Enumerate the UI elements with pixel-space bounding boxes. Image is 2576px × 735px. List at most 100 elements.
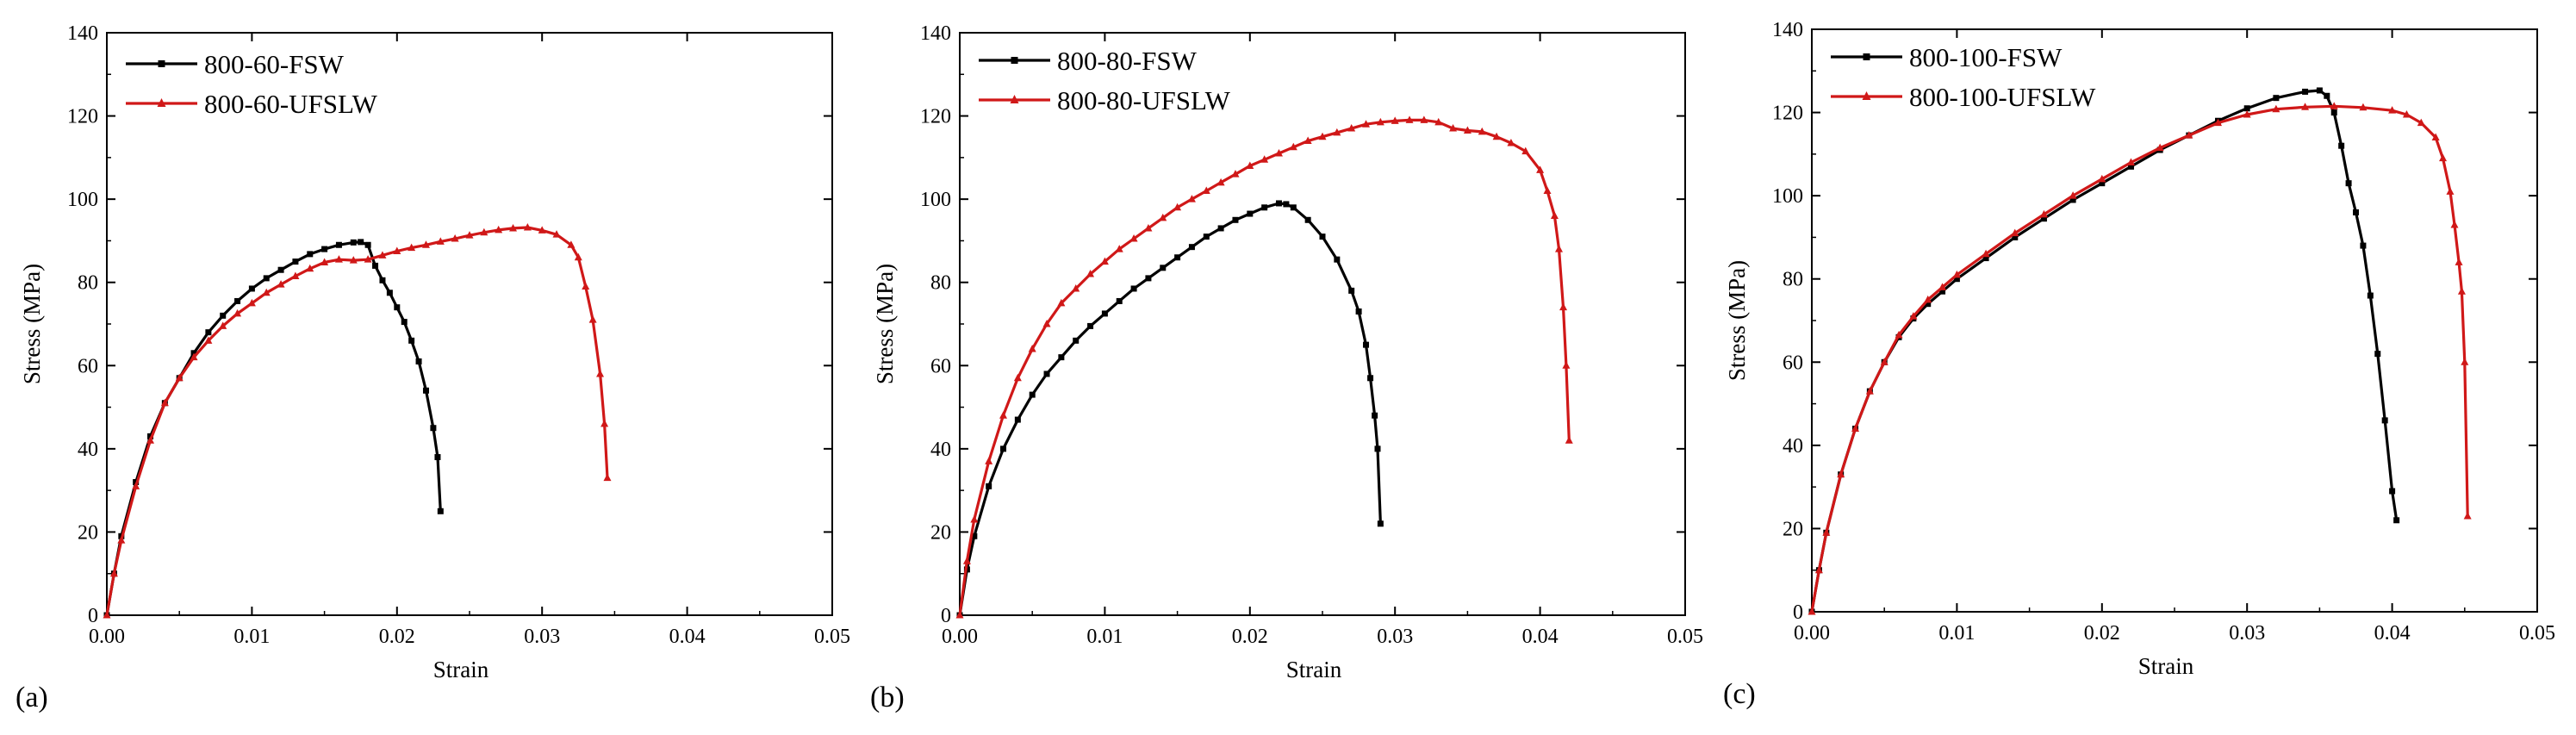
data-point — [1880, 358, 1888, 365]
data-point — [292, 258, 299, 265]
data-point — [1290, 204, 1297, 211]
data-point — [364, 241, 371, 248]
data-point — [1865, 387, 1874, 395]
data-point — [1559, 302, 1568, 311]
data-point — [2214, 118, 2223, 127]
y-tick-label: 20 — [1783, 518, 1803, 540]
y-tick-label: 140 — [920, 22, 951, 45]
data-point — [1202, 186, 1210, 194]
data-point — [1159, 213, 1167, 221]
legend-label: 800-80-FSW — [1057, 46, 1198, 76]
x-axis-label: Strain — [1286, 657, 1342, 682]
data-point — [248, 285, 255, 292]
data-point — [1550, 211, 1559, 219]
data-point — [350, 239, 357, 246]
data-point — [1938, 283, 1947, 290]
legend-marker — [157, 98, 166, 107]
data-point — [1173, 202, 1182, 211]
data-point — [146, 436, 155, 444]
data-point — [2301, 103, 2310, 110]
data-point — [306, 264, 314, 272]
data-point — [233, 308, 242, 317]
data-point — [1187, 195, 1196, 202]
data-point — [509, 223, 518, 232]
data-point — [971, 533, 978, 539]
data-point — [2126, 158, 2135, 166]
data-point — [2353, 209, 2359, 215]
data-point — [1909, 312, 1918, 320]
data-point — [415, 358, 422, 364]
y-tick-label: 100 — [67, 189, 98, 211]
data-point — [408, 243, 416, 252]
data-point — [1073, 337, 1080, 344]
data-point — [603, 473, 612, 482]
legend-label: 800-60-FSW — [204, 49, 345, 79]
y-tick-label: 20 — [930, 521, 951, 544]
legend-marker — [1011, 57, 1018, 64]
data-point — [582, 282, 590, 290]
x-tick-label: 0.01 — [1938, 622, 1975, 645]
data-point — [962, 557, 971, 564]
data-point — [1318, 132, 1327, 140]
y-tick-label: 0 — [88, 605, 98, 627]
x-tick-label: 0.00 — [89, 626, 125, 648]
y-tick-label: 120 — [920, 106, 951, 128]
data-point — [2359, 103, 2368, 111]
data-point — [334, 255, 343, 263]
x-tick-label: 0.05 — [814, 626, 850, 648]
data-point — [523, 222, 532, 231]
data-point — [567, 240, 576, 248]
data-point — [2393, 517, 2400, 524]
data-point — [2389, 488, 2396, 495]
data-point — [2243, 105, 2250, 112]
y-tick-label: 0 — [941, 605, 951, 627]
x-tick-label: 0.03 — [524, 626, 560, 648]
series-800-60-UFSLW — [103, 222, 612, 619]
data-point — [1115, 245, 1123, 252]
y-tick-label: 20 — [78, 521, 98, 544]
data-point — [1130, 285, 1137, 292]
data-point — [538, 226, 546, 234]
legend-marker — [158, 60, 165, 67]
data-point — [1952, 270, 1961, 278]
data-point — [220, 312, 227, 319]
data-point — [2011, 228, 2019, 237]
data-point — [1420, 115, 1428, 123]
y-tick-label: 80 — [78, 272, 98, 295]
data-point — [2185, 131, 2193, 139]
legend-marker — [1862, 91, 1871, 100]
data-point — [1376, 117, 1384, 126]
x-tick-label: 0.02 — [1232, 626, 1268, 648]
data-point — [2098, 174, 2106, 183]
data-point — [2069, 196, 2076, 203]
data-point — [1289, 142, 1297, 151]
data-point — [1982, 249, 1990, 258]
data-point — [1260, 155, 1269, 163]
data-point — [1129, 234, 1138, 242]
data-point — [132, 482, 140, 489]
data-point — [1492, 132, 1501, 140]
data-point — [2374, 351, 2381, 358]
data-point — [1355, 308, 1362, 315]
y-tick-label: 80 — [1783, 269, 1803, 291]
data-point — [596, 369, 605, 377]
data-point — [2273, 95, 2280, 102]
x-axis-label: Strain — [2138, 653, 2194, 679]
data-point — [1160, 265, 1167, 271]
y-tick-label: 140 — [67, 22, 98, 45]
data-point — [1043, 371, 1050, 377]
x-tick-label: 0.00 — [942, 626, 978, 648]
data-point — [160, 398, 169, 407]
data-point — [1391, 116, 1399, 124]
data-point — [1982, 255, 1989, 262]
series-800-80-FSW — [956, 200, 1384, 619]
data-point — [1232, 216, 1239, 223]
data-point — [2450, 220, 2459, 228]
x-tick-label: 0.02 — [2084, 622, 2120, 645]
x-tick-label: 0.05 — [2519, 622, 2555, 645]
data-point — [985, 457, 993, 464]
data-point — [1028, 344, 1036, 352]
data-point — [955, 611, 964, 619]
data-point — [1562, 361, 1571, 369]
data-point — [1174, 254, 1181, 261]
